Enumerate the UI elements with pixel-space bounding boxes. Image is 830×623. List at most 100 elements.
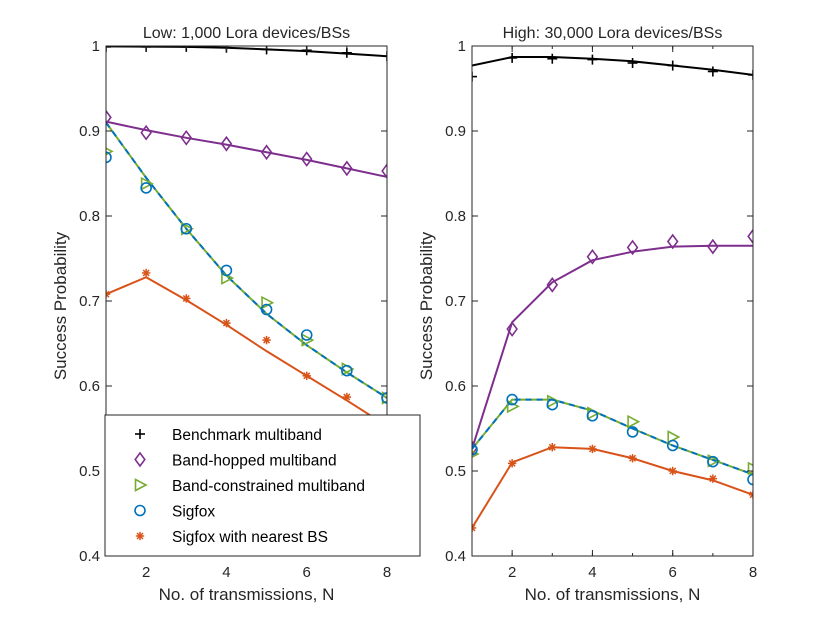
marker-sigfox-1 bbox=[472, 443, 478, 456]
marker-band-hopped-multiband-5 bbox=[626, 239, 639, 256]
marker-band-hopped-multiband-4 bbox=[586, 248, 599, 265]
marker-band-constrained-multiband-1 bbox=[472, 449, 480, 459]
marker-sigfox-7 bbox=[341, 364, 353, 377]
right-plot-high-density: 2 4 6 8 0.4 0.5 0.6 0.7 0.8 0.9 1 High: 30,000 Lora… bbox=[417, 25, 757, 604]
marker-band-hopped-multiband-7 bbox=[707, 238, 719, 255]
y-tick-label: 0.4 bbox=[79, 548, 100, 565]
legend-marker-sigfox bbox=[134, 504, 146, 517]
legend-entry-band-constrained-multiband: Band-constrained multiband bbox=[172, 478, 365, 495]
y-tick-label: 1 bbox=[92, 38, 100, 55]
chart-title: High: 30,000 Lora devices/BSs bbox=[503, 25, 723, 42]
marker-benchmark-multiband-3 bbox=[547, 53, 558, 64]
series-line-benchmark-multiband bbox=[106, 46, 387, 58]
marker-benchmark-multiband-7 bbox=[341, 47, 352, 58]
marker-sigfox-3 bbox=[180, 222, 193, 235]
marker-sigfox-with-nearest-bs-6 bbox=[302, 371, 311, 380]
y-tick-label: 0.9 bbox=[79, 123, 100, 140]
marker-sigfox-8 bbox=[381, 392, 387, 404]
legend-entry-sigfox-with-nearest-bs: Sigfox with nearest BS bbox=[172, 529, 328, 546]
x-tick-label: 4 bbox=[222, 564, 230, 581]
chart-title: Low: 1,000 Lora devices/BSs bbox=[143, 25, 350, 42]
marker-band-constrained-multiband-2 bbox=[140, 176, 154, 191]
legend: Benchmark multiband Band-hopped multiband… bbox=[104, 414, 421, 557]
marker-band-hopped-multiband-3 bbox=[546, 277, 559, 293]
y-tick-label: 0.8 bbox=[79, 208, 100, 225]
legend-box bbox=[104, 414, 421, 557]
marker-band-hopped-multiband-1 bbox=[106, 109, 112, 126]
marker-band-hopped-multiband-6 bbox=[666, 233, 679, 250]
legend-marker-sigfox-with-nearest-bs bbox=[135, 531, 145, 541]
marker-band-hopped-multiband-5 bbox=[260, 144, 273, 161]
marker-sigfox-with-nearest-bs-1 bbox=[106, 290, 111, 299]
legend-marker-band-constrained-multiband bbox=[134, 478, 148, 492]
marker-sigfox-5 bbox=[626, 426, 639, 438]
marker-sigfox-with-nearest-bs-4 bbox=[222, 318, 231, 328]
series-line-band-hopped-multiband bbox=[472, 244, 753, 450]
marker-sigfox-6 bbox=[300, 329, 313, 341]
x-axis-label: No. of transmissions, N bbox=[159, 585, 335, 604]
x-tick-label: 4 bbox=[588, 564, 596, 581]
marker-sigfox-3 bbox=[546, 398, 559, 411]
marker-benchmark-multiband-2 bbox=[507, 52, 518, 63]
marker-benchmark-multiband-8 bbox=[748, 69, 753, 80]
marker-sigfox-with-nearest-bs-5 bbox=[262, 335, 271, 345]
x-tick-label: 8 bbox=[749, 564, 757, 581]
marker-sigfox-with-nearest-bs-7 bbox=[342, 392, 352, 402]
legend-marker-benchmark-multiband bbox=[135, 429, 145, 439]
marker-benchmark-multiband-6 bbox=[667, 60, 678, 71]
legend-entry-band-hopped-multiband: Band-hopped multiband bbox=[172, 453, 337, 470]
marker-sigfox-with-nearest-bs-2 bbox=[141, 268, 151, 278]
y-tick-label: 0.4 bbox=[445, 548, 466, 565]
data-layer bbox=[472, 52, 753, 533]
marker-band-constrained-multiband-2 bbox=[506, 399, 520, 414]
plot-area bbox=[472, 46, 753, 556]
marker-band-constrained-multiband-5 bbox=[261, 295, 275, 310]
marker-sigfox-with-nearest-bs-5 bbox=[628, 454, 637, 463]
axes: 2 4 6 8 0.4 0.5 0.6 0.7 0.8 0.9 1 bbox=[445, 38, 757, 581]
y-tick-label: 0.5 bbox=[79, 463, 100, 480]
marker-band-hopped-multiband-8 bbox=[381, 163, 387, 179]
x-tick-label: 8 bbox=[383, 564, 391, 581]
marker-band-hopped-multiband-3 bbox=[180, 129, 193, 146]
legend-entry-benchmark-multiband: Benchmark multiband bbox=[172, 427, 322, 444]
x-tick-label: 2 bbox=[508, 564, 516, 581]
marker-sigfox-6 bbox=[666, 439, 679, 452]
marker-band-hopped-multiband-7 bbox=[341, 160, 353, 177]
y-tick-label: 0.8 bbox=[445, 208, 466, 225]
legend-entry-sigfox: Sigfox bbox=[172, 504, 215, 521]
marker-benchmark-multiband-5 bbox=[627, 58, 638, 68]
marker-band-constrained-multiband-6 bbox=[301, 333, 315, 347]
marker-sigfox-with-nearest-bs-3 bbox=[182, 294, 191, 303]
series-line-sigfox bbox=[472, 398, 753, 476]
marker-sigfox-4 bbox=[220, 264, 233, 277]
marker-band-constrained-multiband-8 bbox=[747, 461, 753, 476]
marker-band-hopped-multiband-8 bbox=[747, 228, 753, 245]
series-line-sigfox-with-nearest-bs bbox=[472, 446, 753, 529]
marker-benchmark-multiband-1 bbox=[472, 71, 477, 82]
marker-benchmark-multiband-8 bbox=[382, 51, 387, 62]
marker-sigfox-2 bbox=[506, 393, 518, 406]
y-tick-label: 0.6 bbox=[79, 378, 100, 395]
marker-band-hopped-multiband-2 bbox=[506, 321, 518, 337]
marker-benchmark-multiband-4 bbox=[587, 54, 598, 65]
x-tick-label: 6 bbox=[669, 564, 677, 581]
marker-sigfox-with-nearest-bs-4 bbox=[588, 444, 597, 454]
y-tick-label: 1 bbox=[458, 38, 466, 55]
series-line-benchmark-multiband bbox=[472, 56, 753, 76]
marker-band-hopped-multiband-4 bbox=[220, 135, 233, 152]
series-line-sigfox-with-nearest-bs bbox=[106, 276, 387, 427]
y-axis-label: Success Probability bbox=[51, 231, 70, 380]
marker-sigfox-1 bbox=[106, 151, 112, 164]
marker-sigfox-7 bbox=[707, 455, 719, 468]
marker-band-hopped-multiband-6 bbox=[300, 151, 313, 167]
x-tick-label: 2 bbox=[142, 564, 150, 581]
marker-band-constrained-multiband-5 bbox=[627, 414, 641, 429]
marker-sigfox-with-nearest-bs-2 bbox=[507, 459, 517, 468]
y-axis-label: Success Probability bbox=[417, 231, 436, 380]
legend-marker-band-hopped-multiband bbox=[134, 451, 146, 468]
marker-sigfox-with-nearest-bs-7 bbox=[708, 474, 718, 483]
series-line-sigfox bbox=[106, 121, 387, 399]
marker-sigfox-with-nearest-bs-3 bbox=[548, 443, 557, 452]
marker-sigfox-with-nearest-bs-6 bbox=[668, 466, 677, 476]
y-tick-label: 0.7 bbox=[79, 293, 100, 310]
